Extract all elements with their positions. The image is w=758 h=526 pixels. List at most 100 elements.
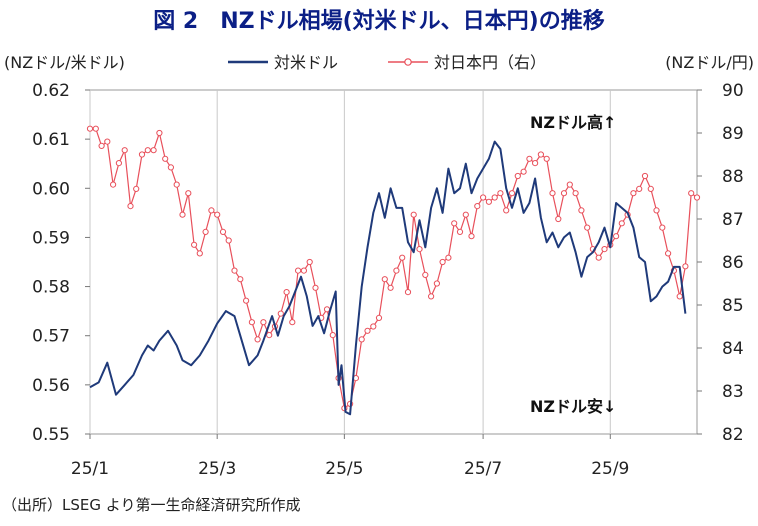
series-jpy-point: [555, 215, 562, 223]
series-jpy-point: [358, 336, 365, 343]
series-jpy-point: [248, 319, 255, 326]
left-axis-title: (NZドル/米ドル): [4, 53, 125, 72]
left-tick-label: 0.59: [32, 228, 70, 248]
series-jpy-point: [191, 241, 198, 248]
series-jpy-point: [225, 237, 232, 244]
series-jpy-point: [451, 220, 458, 227]
annotation-high: NZドル高↑: [530, 113, 616, 132]
series-jpy-point: [601, 246, 608, 253]
series-jpy-point: [138, 151, 146, 158]
chart-title: 図 2 NZドル相場(対米ドル、日本円)の推移: [153, 8, 604, 34]
series-jpy-point: [445, 254, 452, 261]
x-axis-ticks: 25/1 25/3 25/5 25/7 25/9: [71, 434, 629, 479]
series-layer: [86, 125, 701, 416]
series-jpy-point: [231, 267, 238, 274]
series-usd-line: [89, 140, 687, 416]
x-tick-label: 25/5: [325, 459, 363, 479]
series-jpy-point: [520, 168, 527, 175]
left-tick-label: 0.57: [32, 327, 70, 347]
right-axis-ticks: 90 89 88 87 86 85 84 83 82: [697, 81, 744, 445]
series-jpy-point: [543, 155, 550, 162]
series-jpy-point: [150, 147, 157, 154]
x-tick-label: 25/9: [591, 459, 629, 479]
legend-jpy-marker: [404, 58, 412, 66]
series-jpy-point: [202, 228, 209, 235]
series-jpy-point: [329, 332, 336, 339]
series-jpy-point: [300, 267, 307, 274]
series-jpy-point: [618, 220, 625, 227]
series-jpy-point: [370, 323, 377, 330]
right-tick-label: 89: [722, 124, 744, 144]
left-tick-label: 0.61: [32, 130, 70, 150]
series-jpy-point: [532, 160, 539, 167]
plot-frame: [89, 89, 698, 435]
annotation-low: NZドル安↓: [530, 397, 616, 416]
x-tick-label: 25/7: [464, 459, 502, 479]
right-tick-label: 90: [722, 81, 744, 101]
source-note: （出所）LSEG より第一生命経済研究所作成: [2, 496, 300, 514]
left-tick-label: 0.58: [32, 278, 70, 298]
series-jpy-point: [433, 280, 440, 287]
series-jpy-point: [566, 181, 573, 188]
series-jpy-point: [485, 198, 492, 205]
series-jpy-point: [480, 194, 487, 201]
left-tick-label: 0.62: [32, 81, 70, 101]
series-jpy-point: [156, 129, 163, 137]
series-jpy-point: [214, 211, 221, 218]
legend: 対米ドル 対日本円（右）: [228, 53, 546, 72]
right-tick-label: 88: [722, 167, 744, 187]
x-tick-label: 25/1: [71, 459, 109, 479]
series-jpy-point: [526, 155, 533, 162]
series-jpy-point: [584, 224, 591, 231]
series-jpy-point: [92, 125, 99, 132]
series-jpy-point: [393, 267, 400, 274]
legend-jpy-label: 対日本円（右）: [434, 53, 546, 72]
series-jpy-point: [676, 293, 683, 300]
series-jpy-point: [497, 190, 504, 197]
series-jpy-point: [381, 276, 388, 283]
left-axis-ticks: 0.62 0.61 0.60 0.59 0.58 0.57 0.56 0.55: [32, 81, 90, 445]
left-tick-label: 0.60: [32, 179, 70, 199]
series-jpy-point: [468, 233, 475, 240]
series-jpy-point: [167, 164, 174, 171]
series-jpy-point: [399, 254, 406, 261]
series-jpy-point: [260, 319, 267, 326]
series-jpy-point: [508, 190, 516, 197]
series-jpy-point: [630, 190, 637, 197]
series-jpy-point: [306, 258, 313, 266]
series-jpy-point: [682, 263, 689, 270]
right-tick-label: 85: [722, 296, 744, 316]
series-jpy-point: [659, 224, 666, 231]
right-tick-label: 83: [722, 382, 744, 402]
series-jpy-point: [560, 190, 568, 197]
series-jpy-point: [133, 185, 140, 192]
series-jpy-point: [549, 190, 556, 197]
series-jpy-point: [115, 160, 123, 167]
series-jpy-point: [289, 319, 296, 326]
series-jpy-point: [514, 172, 521, 180]
series-jpy-point: [462, 211, 469, 218]
series-jpy-point: [456, 228, 464, 235]
series-jpy-point: [647, 185, 654, 192]
series-jpy-point: [208, 207, 215, 214]
series-jpy-point: [86, 125, 94, 132]
series-jpy-point: [404, 289, 412, 296]
series-jpy-point: [219, 228, 227, 235]
x-gridlines: [89, 90, 611, 434]
right-tick-label: 86: [722, 253, 744, 273]
series-jpy-point: [237, 276, 244, 283]
series-jpy-point: [572, 190, 579, 197]
series-jpy-point: [688, 190, 695, 197]
series-jpy-point: [503, 207, 510, 214]
series-jpy-point: [364, 327, 371, 334]
right-tick-label: 87: [722, 210, 744, 230]
series-jpy-point: [665, 250, 672, 257]
series-jpy-point: [312, 284, 319, 291]
right-axis-title: (NZドル/円): [665, 53, 754, 72]
series-jpy-point: [121, 147, 128, 154]
series-jpy-point: [410, 211, 417, 218]
series-jpy-point: [491, 194, 498, 201]
series-usd: [89, 140, 687, 416]
series-jpy-point: [613, 233, 620, 240]
